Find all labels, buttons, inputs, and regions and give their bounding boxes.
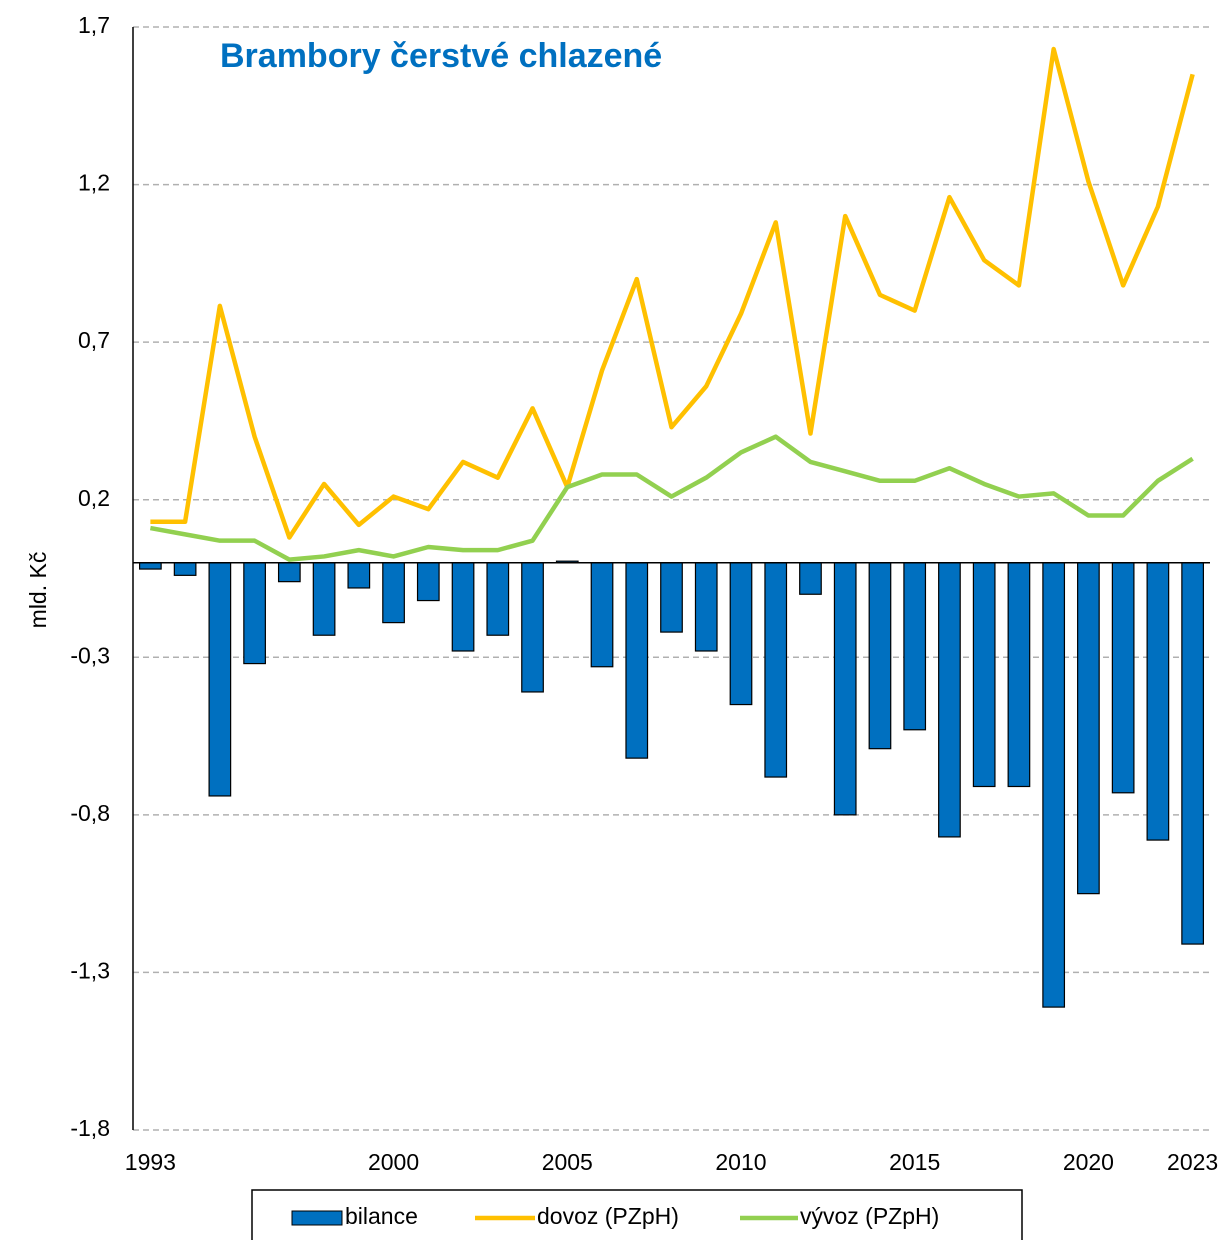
bar — [139, 562, 162, 570]
y-axis-label: mld. Kč — [25, 552, 51, 629]
bar — [1146, 562, 1170, 841]
legend-label: bilance — [345, 1203, 418, 1229]
y-tick-label: -1,3 — [70, 958, 110, 984]
bar — [903, 562, 927, 731]
bar — [1007, 562, 1031, 788]
x-tick-label: 2005 — [542, 1149, 593, 1175]
x-tick-label: 2023 — [1167, 1149, 1218, 1175]
x-tick-label: 1993 — [125, 1149, 176, 1175]
bar — [868, 562, 892, 750]
y-tick-label: 1,7 — [78, 12, 110, 38]
bar — [764, 562, 788, 778]
bar — [1181, 562, 1204, 945]
legend-label: vývoz (PZpH) — [800, 1203, 939, 1229]
bar — [625, 562, 649, 759]
legend-swatch — [291, 1210, 343, 1226]
bar — [277, 562, 301, 583]
bar — [1042, 562, 1066, 1008]
bar — [312, 562, 336, 636]
y-tick-label: 0,2 — [78, 485, 110, 511]
bar — [382, 562, 405, 624]
y-tick-label: 0,7 — [78, 327, 110, 353]
bar — [173, 562, 197, 576]
bar — [1111, 562, 1135, 794]
bar — [486, 562, 510, 636]
bar — [833, 562, 857, 816]
bar — [451, 562, 475, 652]
bar — [694, 562, 718, 652]
bar — [243, 562, 266, 665]
y-tick-label: 1,2 — [78, 170, 110, 196]
line — [150, 46, 1195, 540]
bar — [972, 562, 996, 788]
x-tick-label: 2020 — [1063, 1149, 1114, 1175]
chart-title: Brambory čerstvé chlazené — [220, 37, 662, 75]
bar — [938, 562, 961, 838]
legend-label: dovoz (PZpH) — [537, 1203, 679, 1229]
bar — [590, 562, 614, 668]
bar — [660, 562, 683, 633]
x-tick-label: 2010 — [715, 1149, 766, 1175]
bar — [347, 562, 371, 589]
bar — [1077, 562, 1100, 895]
bar — [799, 562, 822, 595]
bar — [416, 562, 440, 602]
line — [149, 434, 1194, 562]
y-tick-label: -0,8 — [70, 800, 110, 826]
y-tick-label: -1,8 — [70, 1115, 110, 1141]
bar — [729, 562, 753, 706]
y-tick-label: -0,3 — [70, 642, 110, 668]
bar — [521, 562, 544, 693]
x-tick-label: 2000 — [368, 1149, 419, 1175]
x-tick-label: 2015 — [889, 1149, 940, 1175]
legend-box — [251, 1189, 1023, 1240]
bar — [208, 562, 232, 797]
